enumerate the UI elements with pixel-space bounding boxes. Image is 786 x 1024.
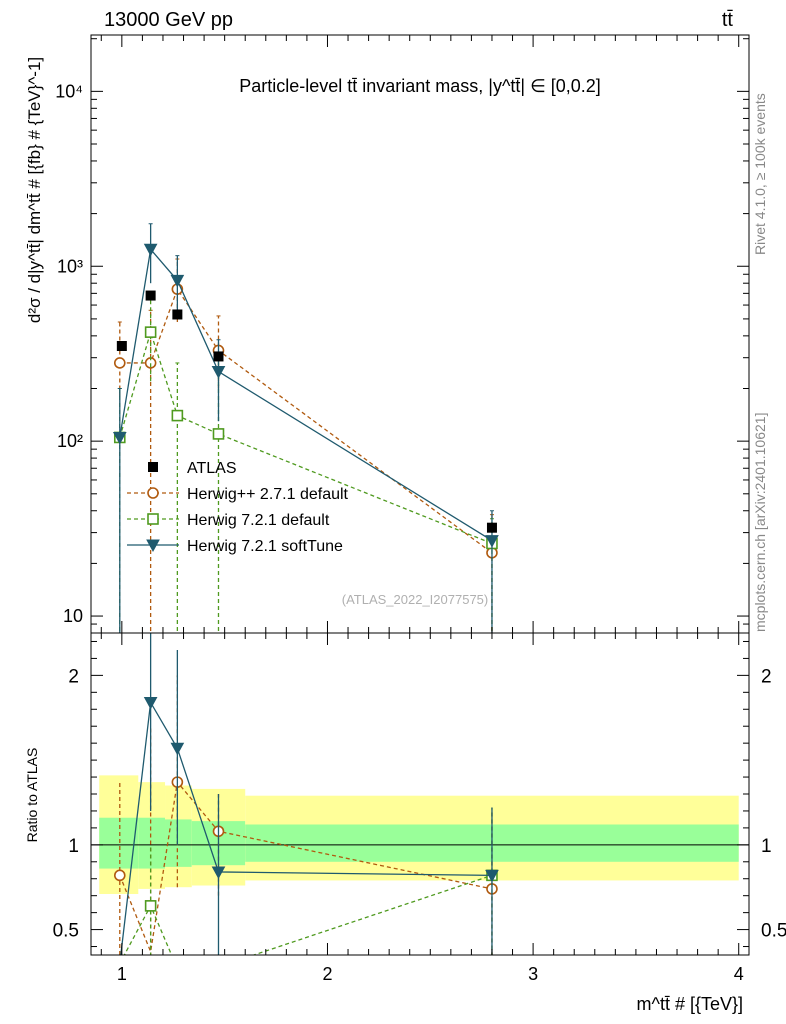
main-y-tick-label: 10³	[57, 256, 83, 276]
ratio-y-axis-label: Ratio to ATLAS	[24, 748, 40, 843]
ratio-line-1	[123, 874, 493, 955]
ratio-y-tick-label-right: 1	[761, 836, 772, 857]
legend-label: Herwig++ 2.7.1 default	[187, 486, 349, 503]
header-process-label: tt̄	[722, 9, 734, 31]
legend-marker	[148, 462, 158, 472]
series-point-2	[143, 243, 158, 257]
legend-label: Herwig 7.2.1 default	[187, 512, 330, 529]
ratio-y-tick-label-left: 1	[68, 836, 79, 857]
legend-label: Herwig 7.2.1 softTune	[187, 538, 343, 555]
axes: 10 10² 10³ 10⁴ 0.5 0.5 1 1 2 2 1 2 3 4	[53, 35, 786, 984]
series-point-2	[170, 274, 185, 288]
chart-title: Particle-level tt̄ invariant mass, |y^tt…	[239, 76, 601, 96]
ratio-y-tick-label-left: 0.5	[53, 921, 79, 942]
atlas-data-point	[172, 309, 183, 320]
x-tick-label: 2	[322, 964, 332, 984]
mcplots-label: mcplots.cern.ch [arXiv:2401.10621]	[752, 413, 768, 632]
ratio-point-2	[143, 696, 158, 710]
legend-marker	[146, 539, 160, 553]
series-point-1	[212, 428, 225, 440]
main-y-tick-label: 10²	[57, 431, 83, 451]
ratio-point-2	[485, 869, 499, 883]
main-y-tick-label: 10⁴	[55, 81, 83, 101]
ratio-point-2	[170, 742, 185, 756]
ratio-y-tick-label-left: 2	[68, 666, 79, 687]
analysis-watermark: (ATLAS_2022_I2077575)	[342, 592, 488, 607]
atlas-data-point	[145, 290, 156, 301]
x-axis-label: m^tt̄ # [{TeV}]	[637, 994, 744, 1014]
ratio-y-tick-label-right: 2	[761, 666, 772, 687]
rivet-version-label: Rivet 4.1.0, ≥ 100k events	[752, 93, 768, 255]
series-point-1	[171, 409, 184, 422]
legend: ATLAS Herwig++ 2.7.1 default Herwig 7.2.1 …	[127, 460, 349, 555]
main-panel-series	[112, 223, 499, 633]
legend-label: ATLAS	[187, 460, 237, 477]
series-point-2	[485, 535, 499, 548]
legend-marker	[147, 487, 159, 499]
main-y-tick-label: 10	[63, 606, 83, 626]
ratio-point-0	[113, 869, 126, 882]
legend-marker	[147, 513, 159, 525]
atlas-data-point	[486, 522, 497, 533]
x-tick-label: 1	[117, 964, 127, 984]
series-point-1	[144, 326, 157, 338]
series-point-0	[113, 357, 126, 369]
ratio-point-1	[144, 900, 157, 912]
series-layer	[112, 223, 499, 955]
ratio-uncertainty-bands	[99, 775, 739, 894]
x-tick-label: 3	[528, 964, 538, 984]
header-energy-label: 13000 GeV pp	[104, 9, 233, 31]
series-point-2	[112, 431, 127, 445]
series-line-0	[119, 287, 493, 554]
series-point-2	[211, 366, 226, 379]
band-inner-1	[138, 817, 166, 869]
ratio-y-tick-label-right: 0.5	[761, 921, 786, 942]
ratio-point-2	[211, 866, 226, 880]
band-inner-2	[165, 819, 192, 867]
y-axis-label: d²σ / d|y^tt̄| dm^tt̄ # [{fb} # {TeV}^-1…	[25, 57, 44, 323]
atlas-data-point	[116, 340, 127, 351]
ratio-panel-series	[113, 633, 499, 955]
atlas-data-point	[213, 351, 224, 362]
x-tick-label: 4	[734, 964, 744, 984]
